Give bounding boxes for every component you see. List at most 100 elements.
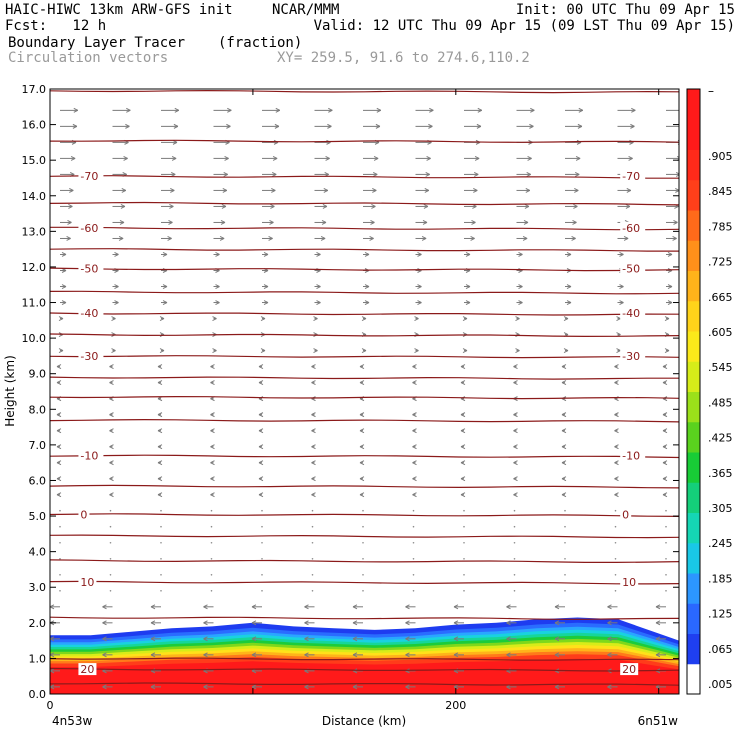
vector-arrow	[464, 171, 479, 177]
vector-arrow	[157, 476, 163, 482]
vector-arrow	[56, 380, 62, 386]
isotherm-label-bg	[620, 307, 646, 320]
vector-arrow	[564, 525, 566, 528]
vector-arrow	[210, 460, 215, 466]
vector-arrow	[260, 316, 266, 321]
vector-arrow	[415, 107, 434, 113]
vector-arrow	[513, 492, 518, 498]
vector-arrow	[210, 492, 215, 498]
vector-arrow	[607, 620, 618, 626]
vector-arrow	[258, 380, 264, 386]
isotherm-label: -40	[622, 307, 640, 320]
vector-arrow	[314, 123, 332, 129]
vector-arrow	[412, 557, 415, 560]
vector-arrow	[565, 203, 578, 209]
vector-arrow	[203, 684, 214, 690]
vector-arrow	[60, 107, 79, 113]
vector-arrow	[515, 348, 520, 354]
vector-arrow	[150, 652, 161, 658]
vector-arrow	[157, 492, 163, 498]
vector-arrow	[362, 525, 364, 528]
vector-arrow	[412, 573, 415, 576]
vector-arrow	[614, 509, 617, 512]
vector-arrow	[56, 428, 62, 434]
vector-arrow	[563, 316, 569, 321]
vector-arrow	[210, 364, 215, 370]
vector-arrow	[412, 460, 417, 466]
isotherm-line	[50, 418, 679, 423]
isotherm-line	[50, 248, 679, 252]
vector-arrow	[513, 428, 518, 434]
vector-arrow	[213, 252, 220, 257]
vector-arrow	[161, 236, 172, 241]
isotherm-line	[50, 454, 679, 459]
vector-arrow	[516, 252, 523, 257]
vector-arrow	[412, 444, 417, 450]
colorbar-frame	[686, 88, 701, 695]
org-label: NCAR/MMM	[272, 2, 340, 18]
vector-arrow	[213, 300, 220, 305]
vector-arrow	[210, 573, 213, 576]
y-tick-label: 1.0	[29, 652, 47, 665]
vector-arrow	[363, 220, 375, 225]
vector-arrow	[161, 123, 179, 129]
vector-arrow	[157, 444, 163, 450]
vector-arrow	[50, 604, 60, 610]
vector-arrow	[112, 155, 128, 161]
vector-arrow	[258, 364, 264, 370]
vector-arrow	[258, 444, 264, 450]
vector-arrow	[363, 171, 378, 177]
isotherm-label-bg	[620, 449, 646, 462]
isotherm-label: -60	[622, 222, 640, 235]
vector-arrow	[616, 316, 621, 321]
isotherm-line	[50, 559, 679, 563]
vector-arrow	[614, 428, 619, 434]
vector-arrow	[109, 460, 114, 466]
x-axis: 0 200	[47, 89, 660, 712]
isotherm-line	[50, 580, 679, 585]
x-right-endpoint: 6n51w	[638, 714, 679, 728]
vector-arrow	[405, 652, 416, 658]
vector-arrow	[415, 284, 422, 289]
isotherm-contours: -70 -70 -60 -60 -50 -50 -40 -40 -30 -30 -10 -10 0 0 10…	[50, 89, 679, 686]
y-tick-label: 2.0	[29, 617, 47, 630]
isotherm-label-bg	[620, 663, 639, 676]
vector-arrow	[60, 252, 67, 257]
isotherm-line	[50, 267, 679, 272]
isotherm-line	[50, 682, 679, 686]
vector-arrow	[352, 620, 363, 626]
vector-arrow	[261, 541, 263, 544]
vector-arrow	[617, 236, 629, 241]
vector-arrow	[159, 348, 165, 354]
vector-arrow	[513, 541, 516, 544]
vector-arrow	[314, 187, 329, 193]
vector-arrow	[617, 155, 633, 161]
vector-arrow	[304, 652, 315, 658]
vector-arrow	[617, 300, 624, 305]
vector-arrow	[363, 203, 376, 209]
isotherm-label: 0	[622, 508, 629, 521]
vector-arrow	[314, 252, 321, 257]
isotherm-label-bg	[620, 262, 646, 275]
vector-arrow	[112, 252, 119, 257]
vector-arrow	[161, 187, 175, 193]
vector-arrow	[203, 620, 214, 626]
vector-arrow	[412, 492, 417, 498]
vector-arrow	[304, 636, 315, 642]
vector-arrow	[210, 509, 213, 512]
colorbar: .005 .065 .125 .185 .245 .305 .365 .425 .485 .545…	[686, 88, 733, 695]
vector-arrow	[662, 444, 668, 450]
x-tick-label: 200	[445, 699, 466, 712]
vector-arrow	[60, 155, 76, 161]
vector-arrow	[662, 412, 668, 418]
vector-arrow	[464, 155, 480, 161]
vector-arrow	[463, 589, 465, 592]
colorbar-swatch	[687, 149, 700, 181]
vector-arrow	[665, 541, 667, 544]
vector-arrow	[311, 573, 314, 576]
isotherm-label: 0	[80, 508, 87, 521]
vector-arrow	[260, 348, 266, 354]
isotherm-label-bg	[78, 575, 97, 588]
x-axis-label: Distance (km)	[322, 714, 406, 728]
vector-arrow	[56, 476, 62, 482]
